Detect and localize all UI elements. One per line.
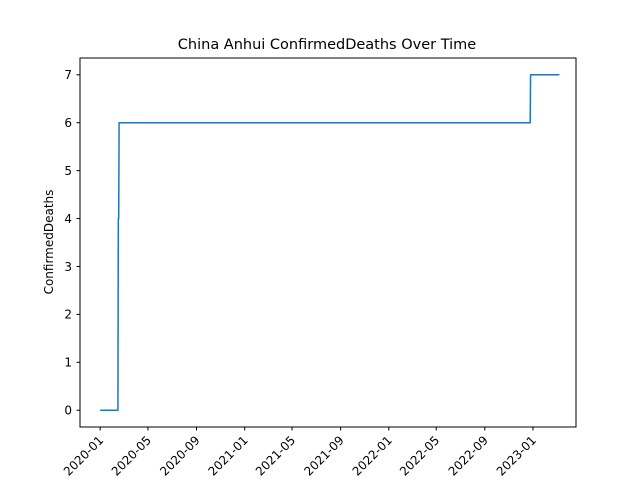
x-tick-label: 2020-05	[109, 433, 154, 478]
y-tick-label: 1	[64, 356, 72, 370]
x-tick-label: 2020-01	[61, 433, 106, 478]
plot-area	[100, 74, 560, 411]
x-tick-label: 2022-09	[446, 433, 491, 478]
axes-frame	[79, 57, 577, 428]
x-tick-label: 2021-01	[205, 433, 250, 478]
x-tick-label: 2021-09	[301, 433, 346, 478]
chart-title: China Anhui ConfirmedDeaths Over Time	[178, 37, 476, 53]
y-tick-label: 2	[64, 308, 72, 322]
y-tick-label: 3	[64, 260, 72, 274]
y-tick-label: 4	[64, 212, 72, 226]
series-line	[100, 74, 560, 411]
x-tick-label: 2020-09	[157, 433, 202, 478]
y-axis-label: ConfirmedDeaths	[42, 190, 56, 295]
x-tick-label: 2022-05	[397, 433, 442, 478]
y-tick-label: 6	[64, 116, 72, 130]
y-tick-label: 5	[64, 164, 72, 178]
x-tick-label: 2023-01	[494, 433, 539, 478]
x-tick-label: 2022-01	[350, 433, 395, 478]
y-tick-label: 0	[64, 404, 72, 418]
x-tick-label: 2021-05	[253, 433, 298, 478]
y-tick-label: 7	[64, 68, 72, 82]
